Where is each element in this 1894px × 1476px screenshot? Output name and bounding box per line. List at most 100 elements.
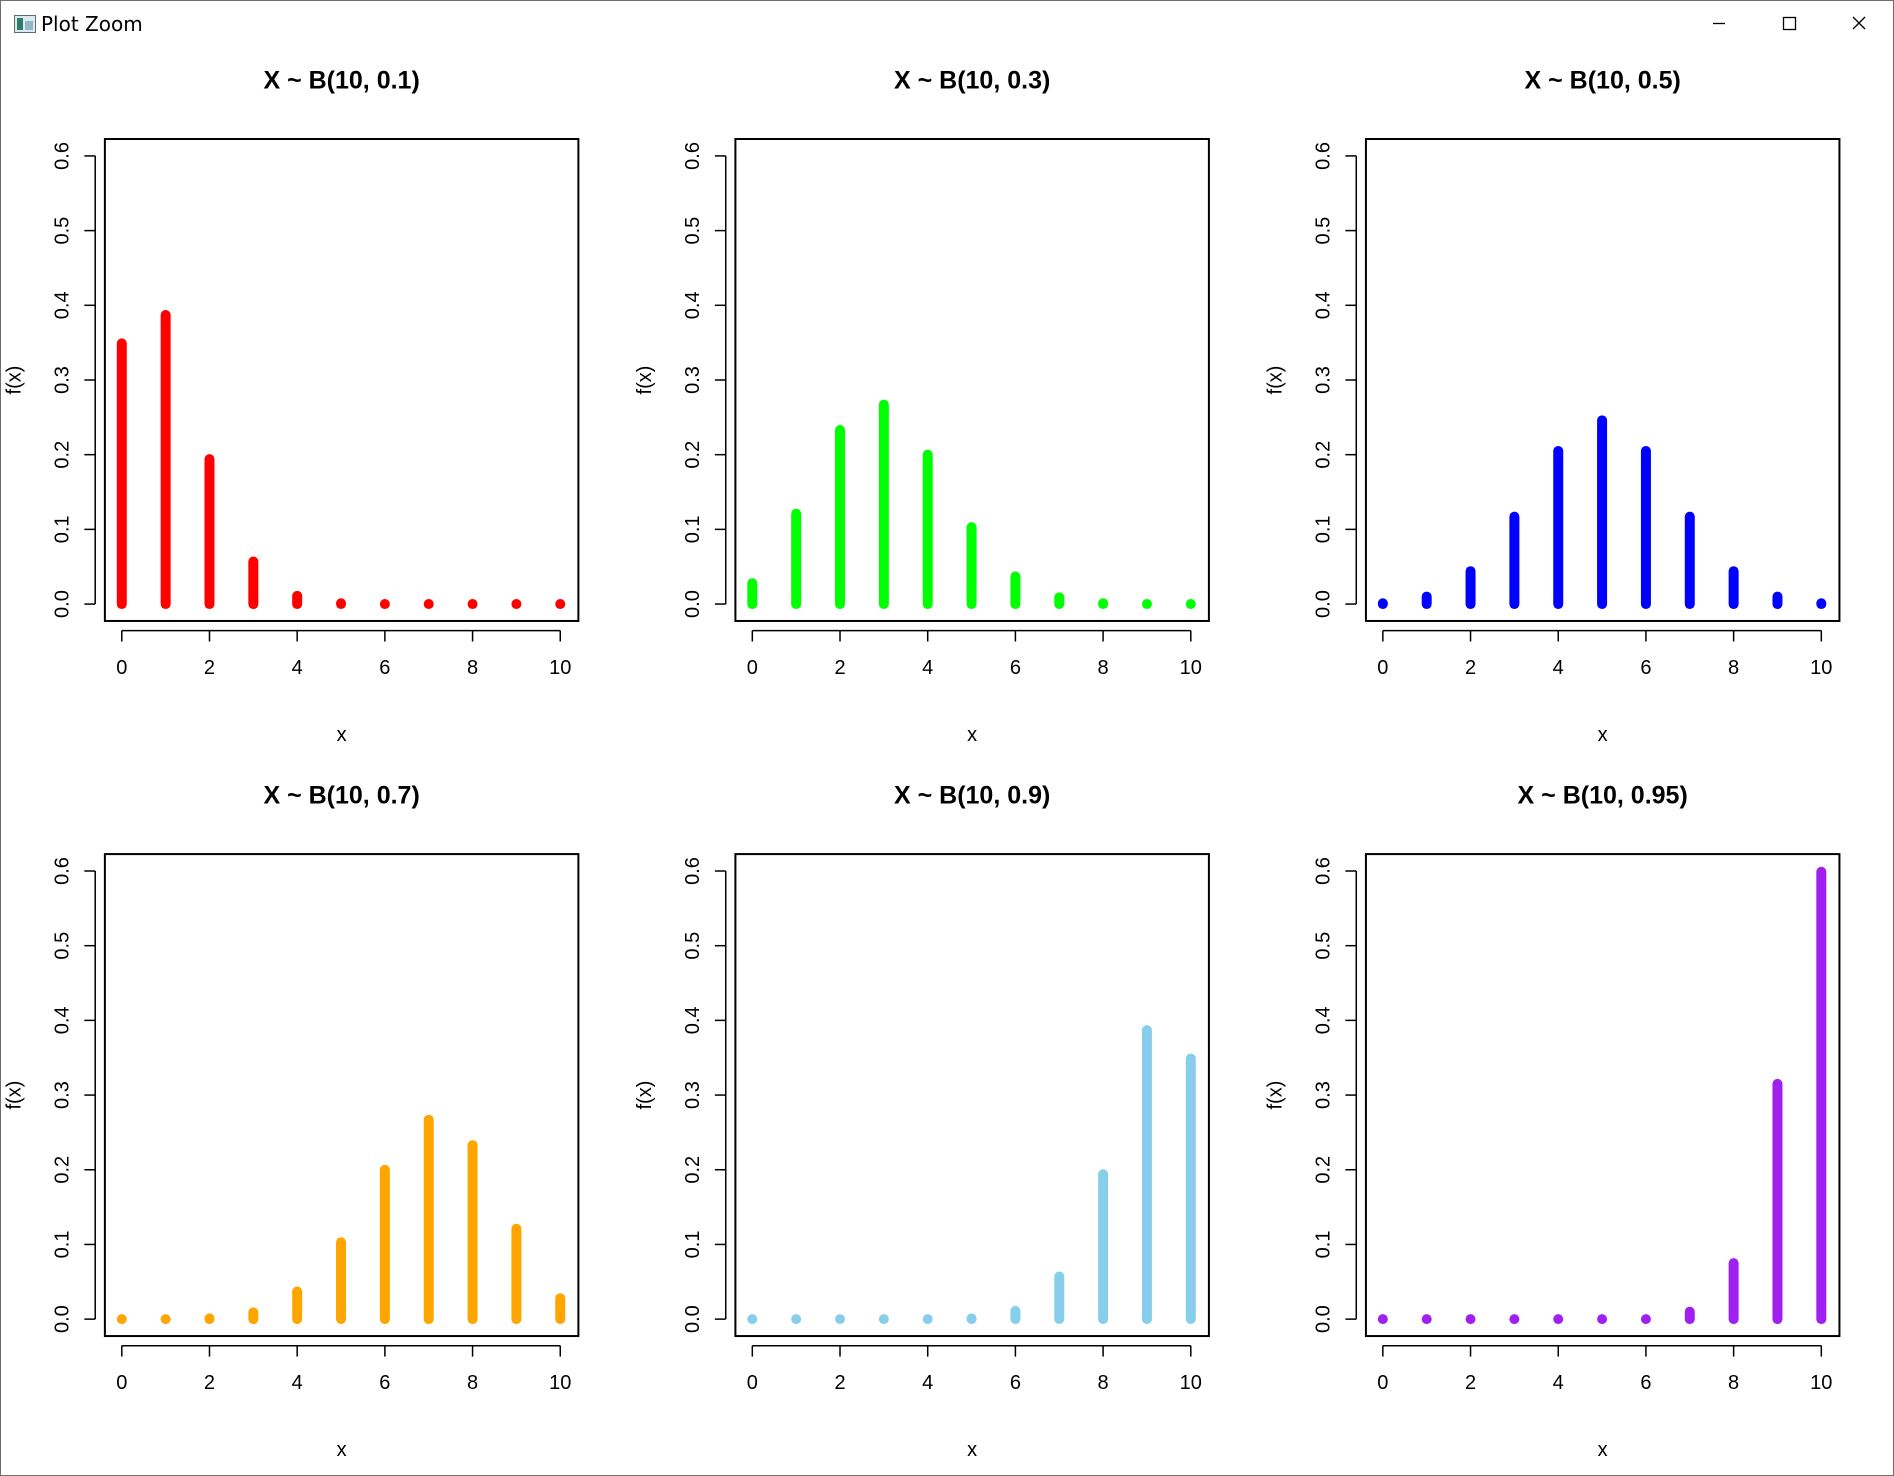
y-tick-label: 0.2 [1313, 1156, 1335, 1184]
x-axis-label: x [967, 724, 977, 746]
y-tick-label: 0.5 [1313, 932, 1335, 960]
minimize-icon [1713, 22, 1725, 25]
x-axis-label: x [1598, 1439, 1608, 1461]
chart-title: X ~ B(10, 0.9) [894, 781, 1050, 809]
y-tick-label: 0.6 [682, 857, 704, 885]
y-tick-label: 0.0 [682, 590, 704, 618]
x-tick-label: 8 [1728, 657, 1739, 679]
y-tick-label: 0.3 [52, 366, 74, 394]
y-tick-label: 0.0 [1313, 1305, 1335, 1333]
y-tick-label: 0.2 [52, 441, 74, 469]
x-tick-label: 10 [1180, 1372, 1202, 1394]
plot-frame [1364, 853, 1841, 1338]
x-tick-label: 10 [549, 657, 571, 679]
y-tick-label: 0.5 [52, 217, 74, 245]
y-tick-label: 0.5 [52, 932, 74, 960]
plot-frame [103, 853, 580, 1338]
y-tick-label: 0.1 [682, 1231, 704, 1259]
y-tick-label: 0.1 [52, 1231, 74, 1259]
x-tick-label: 6 [1010, 1372, 1021, 1394]
y-tick-label: 0.2 [682, 1156, 704, 1184]
x-tick-label: 8 [1728, 1372, 1739, 1394]
chart-title: X ~ B(10, 0.7) [263, 781, 419, 809]
x-tick-label: 4 [292, 1372, 303, 1394]
y-tick-label: 0.0 [52, 1305, 74, 1333]
x-tick-label: 8 [467, 1372, 478, 1394]
x-tick-label: 2 [834, 1372, 845, 1394]
x-axis-label: x [337, 724, 347, 746]
x-tick-label: 4 [292, 657, 303, 679]
y-axis-label: f(x) [3, 1081, 25, 1110]
x-tick-label: 0 [747, 1372, 758, 1394]
y-tick-label: 0.0 [1313, 590, 1335, 618]
x-tick-label: 8 [467, 657, 478, 679]
y-tick-label: 0.3 [1313, 1081, 1335, 1109]
x-tick-label: 2 [204, 1372, 215, 1394]
y-tick-label: 0.5 [682, 217, 704, 245]
y-tick-label: 0.3 [52, 1081, 74, 1109]
x-tick-label: 10 [549, 1372, 571, 1394]
chart-panel: X ~ B(10, 0.1) 0 2 4 6 8 10 x 0.0 0.1 0.2 0.3 0.4 0.5… [3, 66, 580, 746]
y-tick-label: 0.4 [52, 1006, 74, 1034]
plot-area: X ~ B(10, 0.1) 0 2 4 6 8 10 x 0.0 0.1 0.2 0.3 0.4 0.5… [3, 66, 1841, 1461]
x-tick-label: 4 [922, 657, 933, 679]
x-tick-label: 0 [116, 657, 127, 679]
y-tick-label: 0.3 [682, 1081, 704, 1109]
x-tick-label: 2 [1465, 1372, 1476, 1394]
plot-frame [734, 138, 1210, 622]
x-tick-label: 8 [1098, 657, 1109, 679]
x-axis-label: x [1598, 724, 1608, 746]
y-tick-label: 0.5 [1313, 217, 1335, 245]
x-tick-label: 4 [1553, 1372, 1564, 1394]
y-tick-label: 0.4 [52, 291, 74, 319]
y-tick-label: 0.6 [1313, 142, 1335, 170]
y-axis-label: f(x) [1264, 366, 1286, 395]
y-tick-label: 0.1 [1313, 515, 1335, 543]
x-tick-label: 2 [834, 657, 845, 679]
x-tick-label: 10 [1180, 657, 1202, 679]
y-tick-label: 0.6 [682, 142, 704, 170]
x-tick-label: 8 [1098, 1372, 1109, 1394]
chart-title: X ~ B(10, 0.3) [894, 66, 1050, 94]
x-tick-label: 0 [1377, 1372, 1388, 1394]
y-tick-label: 0.1 [1313, 1231, 1335, 1259]
chart-title: X ~ B(10, 0.95) [1518, 781, 1688, 809]
x-tick-label: 0 [1377, 657, 1388, 679]
y-tick-label: 0.5 [682, 932, 704, 960]
chart-panel: X ~ B(10, 0.9) 0 2 4 6 8 10 x 0.0 0.1 0.2 0.3 0.4 0.5… [634, 781, 1210, 1461]
chart-panel: X ~ B(10, 0.95) 0 2 4 6 8 10 x 0.0 0.1 0.2 0.3 0.4 0.… [1264, 781, 1841, 1461]
chart-panel: X ~ B(10, 0.3) 0 2 4 6 8 10 x 0.0 0.1 0.2 0.3 0.4 0.5… [634, 66, 1210, 746]
y-tick-label: 0.3 [1313, 366, 1335, 394]
close-icon [1852, 16, 1866, 30]
y-axis-label: f(x) [634, 1081, 656, 1110]
maximize-icon [1782, 16, 1797, 31]
x-tick-label: 6 [1640, 1372, 1651, 1394]
x-tick-label: 2 [1465, 657, 1476, 679]
y-tick-label: 0.6 [1313, 857, 1335, 885]
x-tick-label: 6 [1640, 657, 1651, 679]
x-tick-label: 0 [116, 1372, 127, 1394]
plot-frame [103, 138, 580, 622]
chart-title: X ~ B(10, 0.1) [263, 66, 419, 94]
x-tick-label: 6 [1010, 657, 1021, 679]
x-axis-label: x [967, 1439, 977, 1461]
minimize-button[interactable] [1684, 1, 1754, 46]
y-tick-label: 0.4 [682, 1006, 704, 1034]
close-button[interactable] [1824, 1, 1894, 46]
y-tick-label: 0.6 [52, 142, 74, 170]
y-tick-label: 0.6 [52, 857, 74, 885]
x-tick-label: 6 [379, 657, 390, 679]
y-tick-label: 0.0 [52, 590, 74, 618]
y-axis-label: f(x) [3, 366, 25, 395]
y-tick-label: 0.0 [682, 1305, 704, 1333]
y-tick-label: 0.1 [682, 515, 704, 543]
y-tick-label: 0.2 [682, 441, 704, 469]
title-bar[interactable]: Plot Zoom [1, 1, 1893, 46]
maximize-button[interactable] [1754, 1, 1824, 46]
x-tick-label: 10 [1810, 1372, 1832, 1394]
chart-panel: X ~ B(10, 0.7) 0 2 4 6 8 10 x 0.0 0.1 0.2 0.3 0.4 0.5… [3, 781, 580, 1461]
y-tick-label: 0.3 [682, 366, 704, 394]
x-tick-label: 10 [1810, 657, 1832, 679]
plot-zoom-app-icon [14, 15, 36, 33]
